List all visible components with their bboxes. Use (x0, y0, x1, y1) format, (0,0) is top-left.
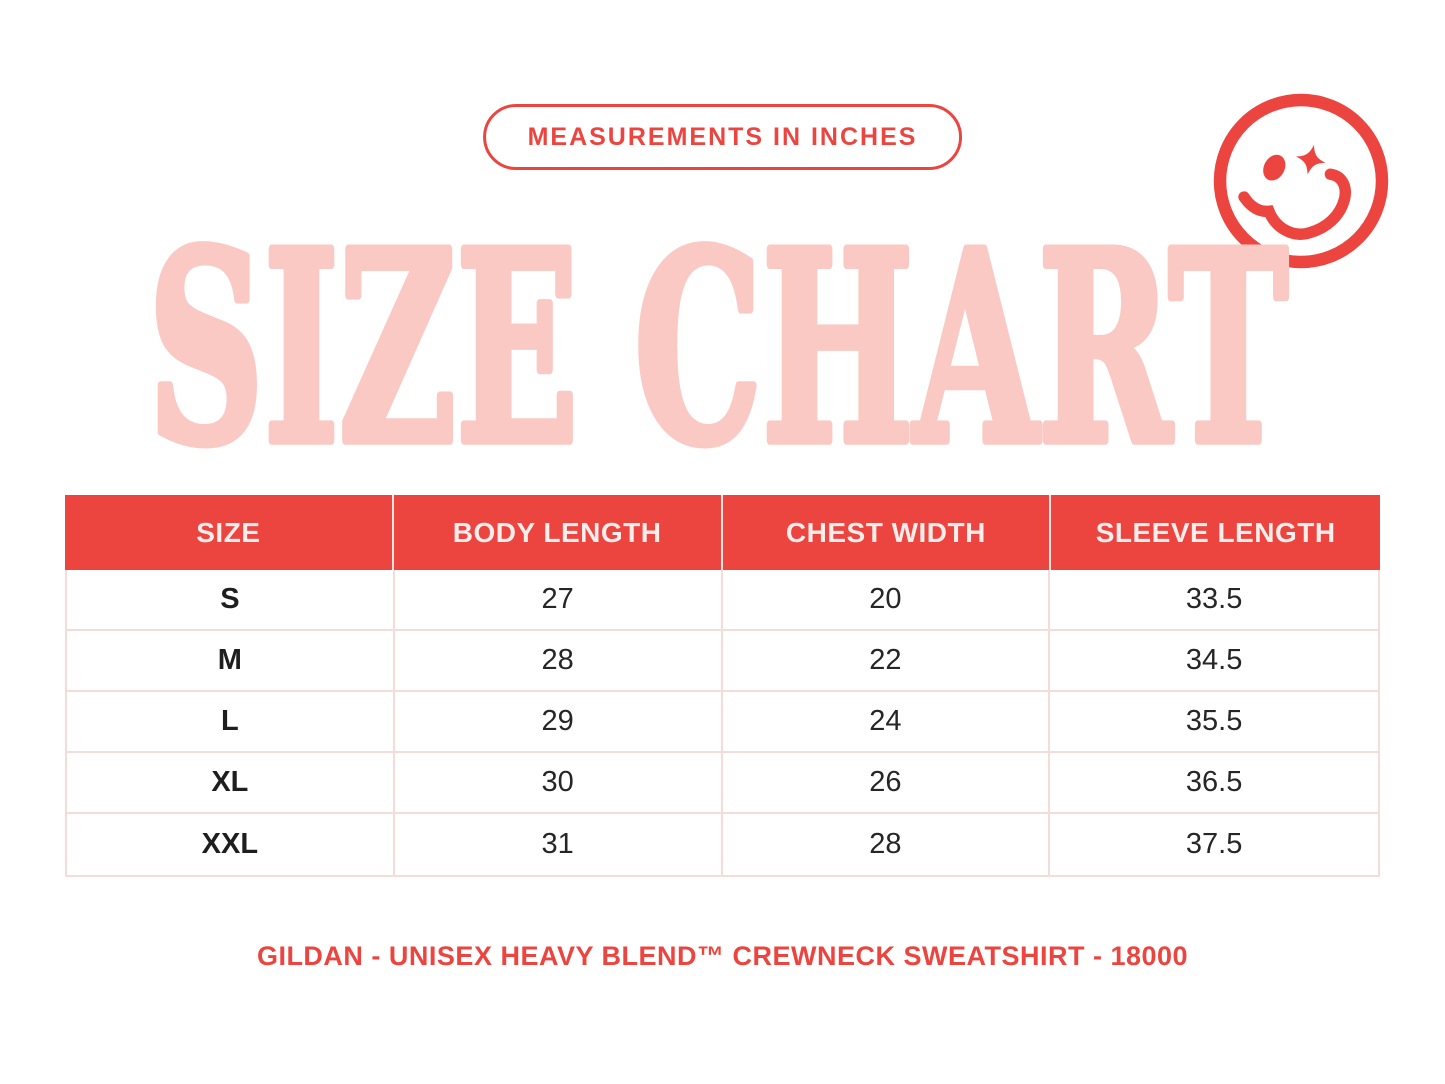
body-length-cell: 30 (395, 753, 723, 812)
header-cell-size: SIZE (65, 495, 394, 570)
table-row: L 29 24 35.5 (67, 692, 1378, 753)
measurements-badge: MEASUREMENTS IN INCHES (482, 104, 963, 170)
table-row: S 27 20 33.5 (67, 570, 1378, 631)
body-length-cell: 28 (395, 631, 723, 690)
product-caption: GILDAN - UNISEX HEAVY BLEND™ CREWNECK SW… (256, 941, 1189, 971)
table-body: S 27 20 33.5 M 28 22 34.5 L 29 24 35.5 X… (65, 570, 1380, 877)
table-row: M 28 22 34.5 (67, 631, 1378, 692)
chest-width-cell: 20 (723, 570, 1051, 629)
table-row: XL 30 26 36.5 (67, 753, 1378, 814)
sleeve-length-cell: 34.5 (1185, 644, 1243, 676)
size-cell: XXL (67, 814, 395, 875)
header-cell-chest-width: CHEST WIDTH (723, 495, 1052, 570)
sleeve-length-cell: 36.5 (1185, 766, 1243, 798)
sparkle-eye-icon (1295, 144, 1326, 175)
size-cell: L (67, 692, 395, 751)
sleeve-length-cell: 35.5 (1185, 705, 1243, 737)
chest-width-cell: 24 (723, 692, 1051, 751)
sleeve-length-cell: 33.5 (1185, 583, 1243, 615)
table-header-row: SIZE BODY LENGTH CHEST WIDTH SLEEVE LENG… (65, 495, 1380, 570)
size-table: SIZE BODY LENGTH CHEST WIDTH SLEEVE LENG… (65, 495, 1380, 877)
table-row: XXL 31 28 37.5 (67, 814, 1378, 875)
size-cell: XL (67, 753, 395, 812)
size-cell: S (67, 570, 395, 629)
sleeve-length-cell: 37.5 (1185, 828, 1243, 860)
page-title-text: SIZE CHART (148, 194, 1288, 470)
header-cell-body-length: BODY LENGTH (394, 495, 723, 570)
chest-width-cell: 26 (723, 753, 1051, 812)
body-length-cell: 31 (395, 814, 723, 875)
chest-width-cell: 28 (723, 814, 1051, 875)
smile-mouth (1238, 168, 1351, 240)
smiley-icon (1213, 93, 1389, 269)
header-cell-sleeve-length: SLEEVE LENGTH (1095, 516, 1336, 548)
size-cell: M (67, 631, 395, 690)
chest-width-cell: 22 (723, 631, 1051, 690)
measurements-badge-label: MEASUREMENTS IN INCHES (527, 122, 918, 151)
body-length-cell: 29 (395, 692, 723, 751)
body-length-cell: 27 (395, 570, 723, 629)
